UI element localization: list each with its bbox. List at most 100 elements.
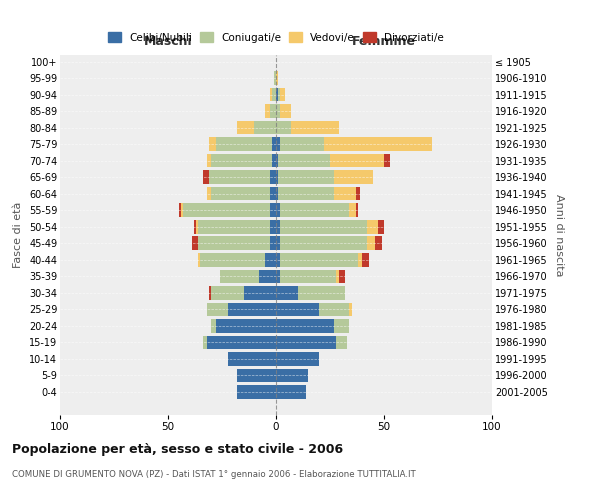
Legend: Celibi/Nubili, Coniugati/e, Vedovi/e, Divorziati/e: Celibi/Nubili, Coniugati/e, Vedovi/e, Di…: [108, 32, 444, 42]
Bar: [276, 187, 278, 200]
Bar: [269, 88, 272, 102]
Bar: [276, 104, 280, 118]
Bar: [220, 270, 259, 283]
Bar: [211, 319, 215, 332]
Bar: [203, 170, 209, 184]
Bar: [280, 104, 291, 118]
Bar: [276, 236, 280, 250]
Bar: [337, 336, 347, 349]
Bar: [211, 187, 269, 200]
Bar: [209, 170, 269, 184]
Bar: [276, 204, 280, 217]
Bar: [276, 319, 334, 332]
Bar: [358, 253, 362, 266]
Bar: [280, 253, 358, 266]
Bar: [259, 270, 276, 283]
Bar: [276, 72, 278, 85]
Bar: [207, 187, 211, 200]
Bar: [280, 138, 323, 151]
Text: Femmine: Femmine: [352, 36, 416, 49]
Bar: [276, 220, 280, 234]
Bar: [334, 170, 373, 184]
Bar: [244, 286, 276, 300]
Bar: [276, 154, 278, 168]
Text: Maschi: Maschi: [143, 36, 193, 49]
Y-axis label: Anni di nascita: Anni di nascita: [554, 194, 565, 276]
Bar: [265, 253, 276, 266]
Bar: [269, 170, 276, 184]
Bar: [377, 220, 384, 234]
Bar: [265, 104, 269, 118]
Bar: [298, 286, 345, 300]
Bar: [211, 154, 272, 168]
Bar: [215, 319, 276, 332]
Bar: [237, 121, 254, 134]
Bar: [198, 236, 269, 250]
Bar: [276, 352, 319, 366]
Bar: [269, 187, 276, 200]
Bar: [198, 220, 269, 234]
Bar: [362, 253, 369, 266]
Bar: [196, 220, 198, 234]
Bar: [280, 236, 367, 250]
Bar: [276, 385, 306, 398]
Bar: [192, 236, 198, 250]
Bar: [276, 138, 280, 151]
Text: COMUNE DI GRUMENTO NOVA (PZ) - Dati ISTAT 1° gennaio 2006 - Elaborazione TUTTITA: COMUNE DI GRUMENTO NOVA (PZ) - Dati ISTA…: [12, 470, 416, 479]
Bar: [276, 88, 278, 102]
Bar: [280, 88, 284, 102]
Bar: [203, 336, 207, 349]
Bar: [278, 88, 280, 102]
Bar: [269, 220, 276, 234]
Bar: [349, 302, 352, 316]
Bar: [367, 220, 377, 234]
Bar: [209, 286, 211, 300]
Bar: [337, 270, 338, 283]
Bar: [376, 236, 382, 250]
Bar: [330, 154, 384, 168]
Bar: [278, 154, 330, 168]
Bar: [181, 204, 183, 217]
Bar: [334, 187, 356, 200]
Bar: [356, 187, 360, 200]
Bar: [276, 286, 298, 300]
Bar: [229, 352, 276, 366]
Bar: [179, 204, 181, 217]
Bar: [367, 236, 376, 250]
Bar: [334, 319, 349, 332]
Bar: [276, 121, 291, 134]
Bar: [200, 253, 265, 266]
Bar: [349, 204, 356, 217]
Bar: [274, 72, 276, 85]
Bar: [207, 154, 211, 168]
Y-axis label: Fasce di età: Fasce di età: [13, 202, 23, 268]
Bar: [323, 138, 431, 151]
Bar: [194, 220, 196, 234]
Bar: [280, 220, 367, 234]
Bar: [272, 138, 276, 151]
Bar: [207, 336, 276, 349]
Bar: [269, 104, 276, 118]
Bar: [280, 204, 349, 217]
Bar: [276, 302, 319, 316]
Bar: [356, 204, 358, 217]
Bar: [198, 253, 200, 266]
Bar: [276, 368, 308, 382]
Bar: [280, 270, 337, 283]
Bar: [209, 138, 215, 151]
Bar: [384, 154, 391, 168]
Bar: [237, 368, 276, 382]
Bar: [254, 121, 276, 134]
Bar: [276, 270, 280, 283]
Bar: [207, 302, 229, 316]
Bar: [272, 154, 276, 168]
Bar: [272, 88, 276, 102]
Bar: [276, 170, 278, 184]
Bar: [291, 121, 338, 134]
Bar: [276, 253, 280, 266]
Bar: [278, 170, 334, 184]
Bar: [278, 187, 334, 200]
Bar: [338, 270, 345, 283]
Bar: [276, 336, 337, 349]
Bar: [319, 302, 349, 316]
